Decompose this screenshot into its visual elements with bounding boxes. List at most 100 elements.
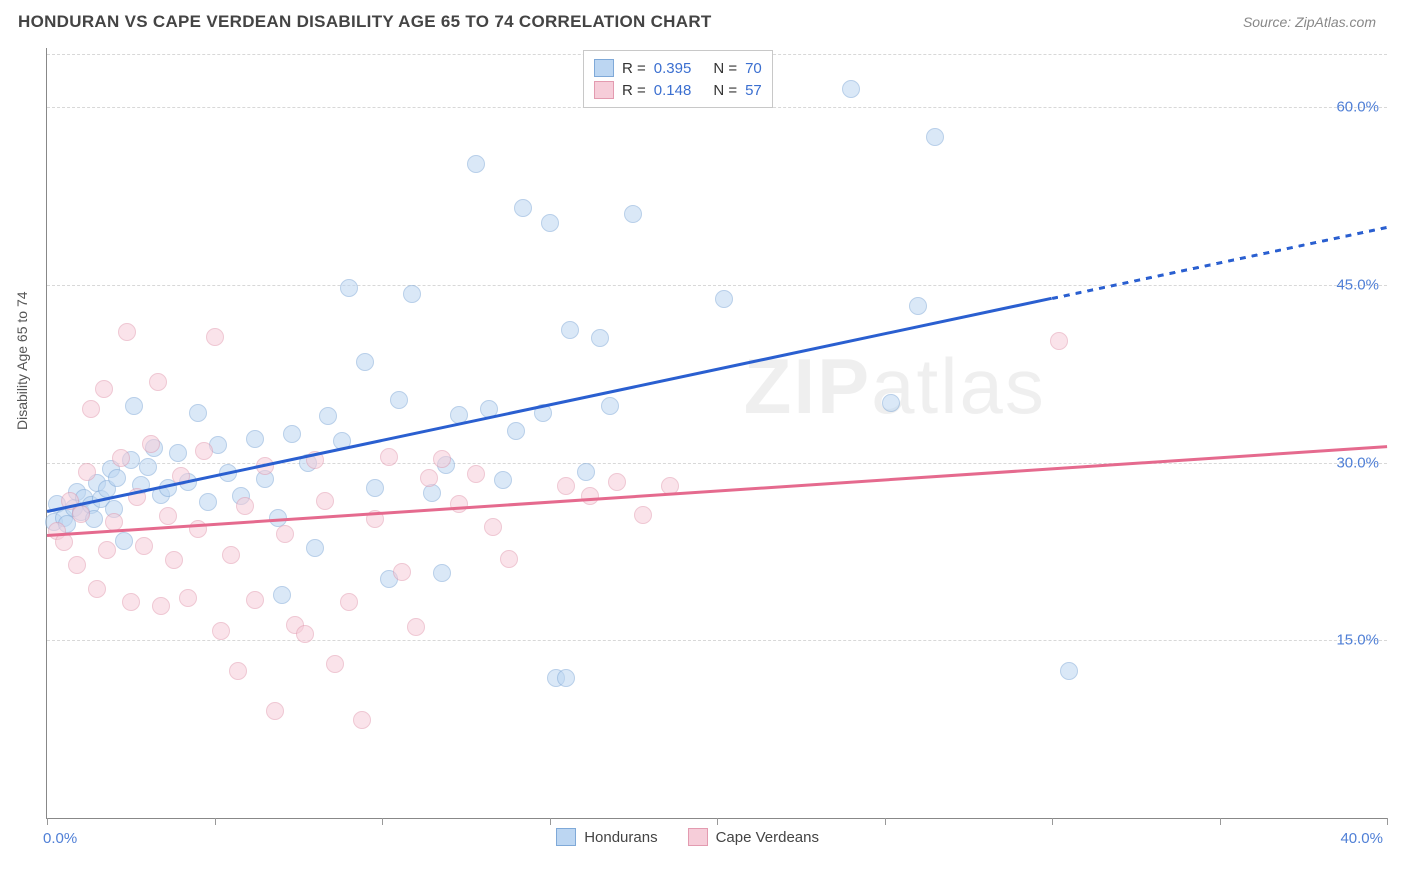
y-tick-label: 45.0% (1336, 276, 1379, 293)
data-point (407, 618, 425, 636)
gridline (47, 463, 1387, 464)
data-point (340, 593, 358, 611)
data-point (467, 155, 485, 173)
data-point (118, 323, 136, 341)
r-label: R = (622, 60, 646, 77)
data-point (142, 435, 160, 453)
data-point (450, 495, 468, 513)
x-tick (47, 818, 48, 825)
data-point (581, 487, 599, 505)
legend-item: Cape Verdeans (688, 828, 819, 846)
data-point (541, 214, 559, 232)
data-point (206, 328, 224, 346)
data-point (276, 525, 294, 543)
scatter-plot: 15.0%30.0%45.0%60.0%0.0%40.0%ZIPatlasR =… (46, 48, 1387, 819)
data-point (842, 80, 860, 98)
gridline (47, 285, 1387, 286)
data-point (236, 497, 254, 515)
data-point (199, 493, 217, 511)
n-label: N = (713, 60, 737, 77)
data-point (159, 507, 177, 525)
series-legend: Hondurans Cape Verdeans (556, 828, 819, 846)
data-point (715, 290, 733, 308)
data-point (926, 128, 944, 146)
x-tick (1220, 818, 1221, 825)
data-point (423, 484, 441, 502)
y-tick-label: 15.0% (1336, 632, 1379, 649)
data-point (561, 321, 579, 339)
data-point (189, 404, 207, 422)
data-point (95, 380, 113, 398)
data-point (246, 591, 264, 609)
r-value: 0.395 (654, 60, 692, 77)
n-value: 70 (745, 60, 762, 77)
r-label: R = (622, 82, 646, 99)
x-tick (717, 818, 718, 825)
data-point (507, 422, 525, 440)
data-point (122, 593, 140, 611)
legend-row: R = 0.395 N = 70 (594, 57, 762, 79)
legend-row: R = 0.148 N = 57 (594, 79, 762, 101)
data-point (222, 546, 240, 564)
data-point (229, 662, 247, 680)
series-name: Hondurans (584, 829, 657, 846)
legend-swatch (688, 828, 708, 846)
x-tick (382, 818, 383, 825)
data-point (403, 285, 421, 303)
data-point (139, 458, 157, 476)
data-point (1060, 662, 1078, 680)
data-point (882, 394, 900, 412)
data-point (195, 442, 213, 460)
series-name: Cape Verdeans (716, 829, 819, 846)
legend-swatch (594, 81, 614, 99)
x-tick (550, 818, 551, 825)
legend-swatch (556, 828, 576, 846)
data-point (283, 425, 301, 443)
data-point (88, 580, 106, 598)
data-point (433, 450, 451, 468)
data-point (557, 669, 575, 687)
data-point (68, 556, 86, 574)
data-point (135, 537, 153, 555)
data-point (212, 622, 230, 640)
chart-title: HONDURAN VS CAPE VERDEAN DISABILITY AGE … (18, 12, 712, 32)
data-point (433, 564, 451, 582)
data-point (393, 563, 411, 581)
n-label: N = (713, 82, 737, 99)
data-point (266, 702, 284, 720)
x-tick (885, 818, 886, 825)
legend-item: Hondurans (556, 828, 657, 846)
data-point (366, 479, 384, 497)
data-point (608, 473, 626, 491)
data-point (624, 205, 642, 223)
data-point (179, 589, 197, 607)
data-point (319, 407, 337, 425)
r-value: 0.148 (654, 82, 692, 99)
data-point (909, 297, 927, 315)
data-point (577, 463, 595, 481)
data-point (82, 400, 100, 418)
data-point (169, 444, 187, 462)
y-axis-label: Disability Age 65 to 74 (14, 291, 30, 430)
data-point (634, 506, 652, 524)
data-point (108, 469, 126, 487)
data-point (112, 449, 130, 467)
data-point (246, 430, 264, 448)
data-point (115, 532, 133, 550)
data-point (296, 625, 314, 643)
data-point (306, 539, 324, 557)
data-point (467, 465, 485, 483)
n-value: 57 (745, 82, 762, 99)
x-tick-label: 0.0% (43, 830, 77, 847)
data-point (484, 518, 502, 536)
data-point (125, 397, 143, 415)
data-point (390, 391, 408, 409)
data-point (165, 551, 183, 569)
source-label: Source: ZipAtlas.com (1243, 14, 1376, 30)
x-tick (215, 818, 216, 825)
data-point (591, 329, 609, 347)
y-tick-label: 30.0% (1336, 454, 1379, 471)
data-point (98, 541, 116, 559)
data-point (152, 597, 170, 615)
data-point (353, 711, 371, 729)
